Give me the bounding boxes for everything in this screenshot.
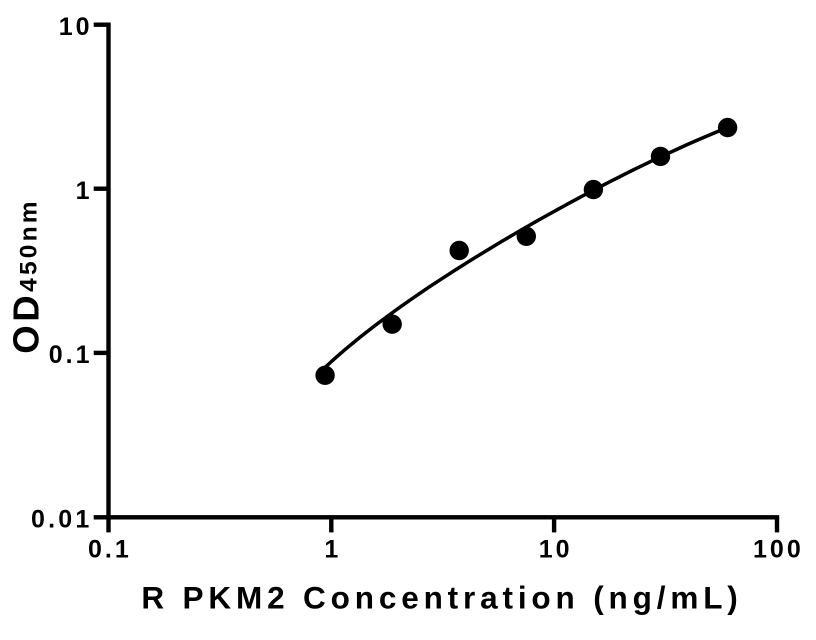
svg-text:10: 10 <box>539 536 573 564</box>
svg-text:R PKM2 Concentration (ng/mL): R PKM2 Concentration (ng/mL) <box>141 580 742 616</box>
svg-text:0.01: 0.01 <box>31 505 92 533</box>
svg-text:0.1: 0.1 <box>49 341 93 369</box>
svg-text:100: 100 <box>753 536 804 564</box>
svg-text:10: 10 <box>59 13 93 41</box>
svg-text:1: 1 <box>324 536 338 564</box>
svg-text:1: 1 <box>76 177 90 205</box>
svg-text:0.1: 0.1 <box>88 536 132 564</box>
